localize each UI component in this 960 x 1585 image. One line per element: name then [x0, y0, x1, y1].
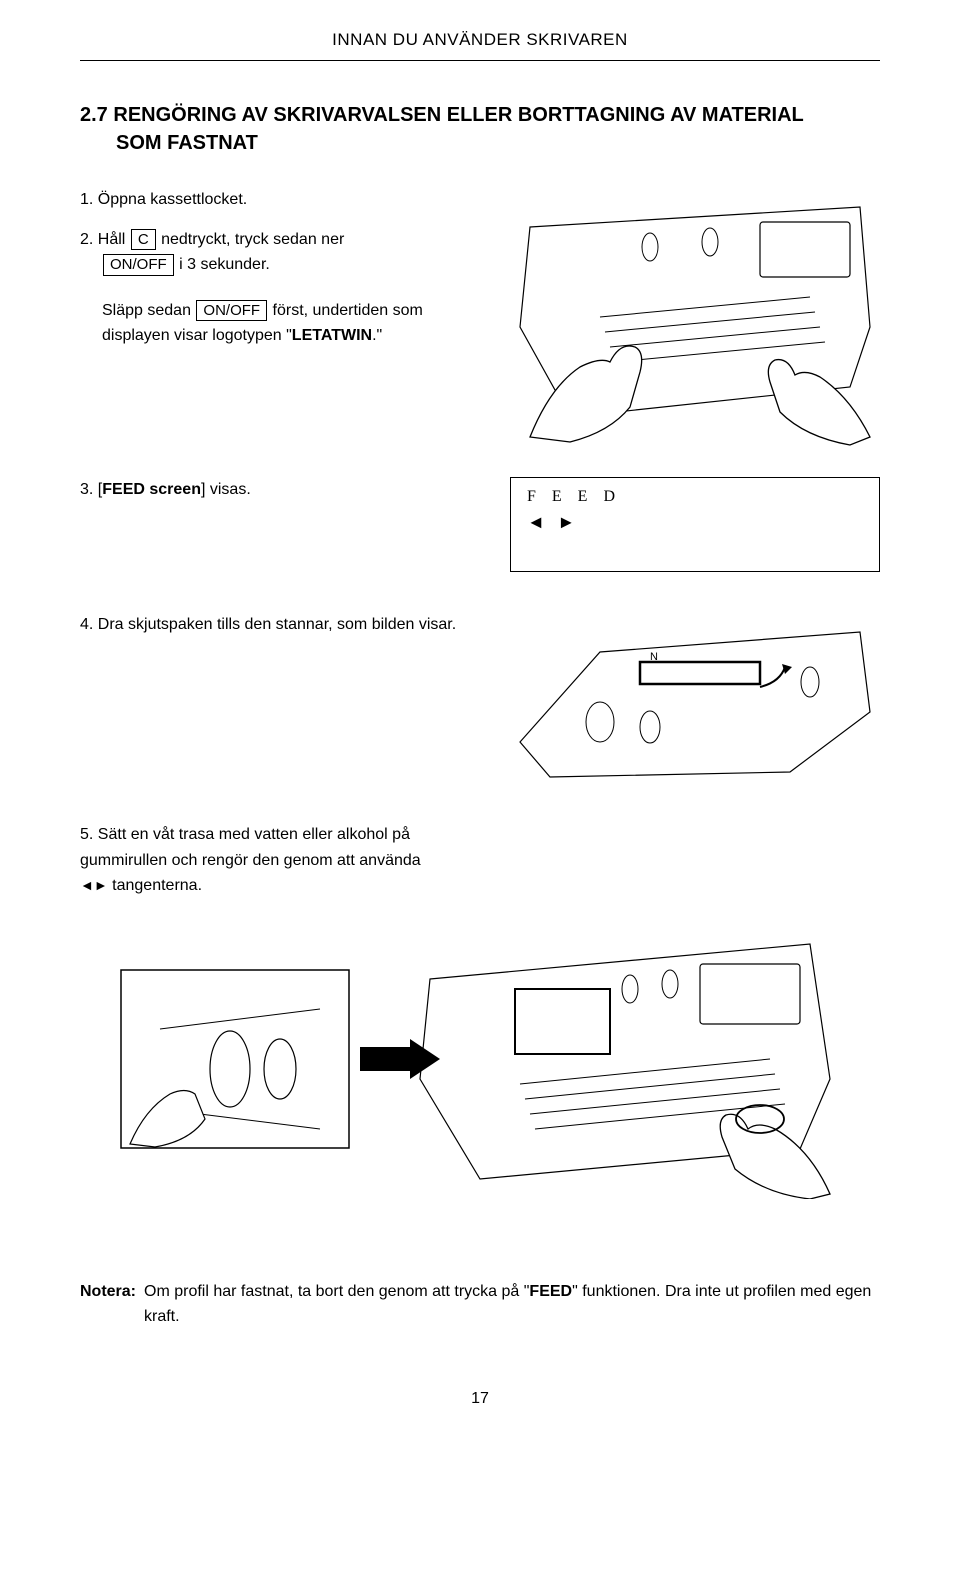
step-5-post: tangenterna. [108, 877, 202, 894]
illustration-full-device [410, 919, 840, 1199]
full-device-icon [410, 919, 840, 1199]
step-1-2-row: 1. Öppna kassettlocket. 2. Håll C nedtry… [80, 187, 880, 447]
arrow-right-icon [360, 1039, 440, 1079]
step-2-para2: Släpp sedan ON/OFF först, undertiden som… [80, 298, 480, 349]
step-2-p2-end: ." [372, 327, 382, 344]
note-block: Notera: Om profil har fastnat, ta bort d… [80, 1279, 880, 1330]
step-4: 4. Dra skjutspaken tills den stannar, so… [80, 612, 480, 638]
step-2-after: i 3 sekunder. [175, 256, 270, 273]
key-onoff-1: ON/OFF [103, 254, 174, 276]
step-3-post: ] visas. [201, 481, 251, 498]
note-bold: FEED [529, 1283, 572, 1300]
note-pre: Om profil har fastnat, ta bort den genom… [144, 1283, 529, 1300]
feed-screen-box: F E E D ◄ ► [510, 477, 880, 572]
step-3-num: 3. [80, 481, 93, 498]
step-4-text: 4. Dra skjutspaken tills den stannar, so… [80, 612, 480, 638]
page-number: 17 [80, 1390, 880, 1408]
step-5-block: 5. Sätt en våt trasa med vatten eller al… [80, 822, 880, 1199]
step-5: 5. Sätt en våt trasa med vatten eller al… [80, 822, 450, 899]
step-5-num: 5. [80, 826, 93, 843]
header-divider [80, 60, 880, 61]
step-2-p2-pre: Släpp sedan [102, 302, 195, 319]
roller-detail-icon [120, 969, 350, 1149]
step-1-text: Öppna kassettlocket. [98, 191, 247, 208]
step-3-row: 3. [FEED screen] visas. F E E D ◄ ► [80, 477, 880, 572]
illustration-lever: N [510, 612, 880, 782]
step-4-num: 4. [80, 616, 93, 633]
step-1-2-text: 1. Öppna kassettlocket. 2. Håll C nedtry… [80, 187, 480, 349]
step-2-num: 2. [80, 231, 93, 248]
key-c: C [131, 229, 156, 251]
illustration-keyboard-hands [510, 187, 880, 447]
step-2-pre: Håll [98, 231, 130, 248]
key-onoff-2: ON/OFF [196, 300, 267, 322]
step-2-bold: LETATWIN [292, 327, 372, 344]
step-3-text: 3. [FEED screen] visas. [80, 477, 480, 503]
note-body: Om profil har fastnat, ta bort den genom… [80, 1279, 880, 1330]
arrows-inline: ◄► [80, 877, 108, 893]
note-label: Notera: [80, 1283, 136, 1300]
step-1-num: 1. [80, 191, 93, 208]
step-2-mid: nedtryckt, tryck sedan ner [157, 231, 345, 248]
page-header: INNAN DU ANVÄNDER SKRIVAREN [80, 30, 880, 50]
svg-text:N: N [650, 651, 658, 663]
keyboard-hands-icon [510, 187, 880, 447]
section-number: 2.7 [80, 104, 108, 126]
step-3-bold: FEED screen [102, 481, 201, 498]
section-title-line1: RENGÖRING AV SKRIVARVALSEN ELLER BORTTAG… [113, 104, 803, 126]
section-title: 2.7 RENGÖRING AV SKRIVARVALSEN ELLER BOR… [80, 101, 880, 157]
step-2: 2. Håll C nedtryckt, tryck sedan ner ON/… [80, 227, 480, 278]
step-5-pre: Sätt en våt trasa med vatten eller alkoh… [80, 826, 421, 869]
lever-icon: N [510, 612, 880, 782]
feed-screen-label: F E E D [527, 488, 863, 506]
step-5-illustrations [80, 919, 880, 1199]
step-3: 3. [FEED screen] visas. [80, 477, 480, 503]
section-title-line2: SOM FASTNAT [80, 129, 880, 157]
step-4-row: 4. Dra skjutspaken tills den stannar, so… [80, 612, 880, 782]
illustration-roller-detail [120, 969, 350, 1149]
step-1: 1. Öppna kassettlocket. [80, 187, 480, 213]
step-4-body: Dra skjutspaken tills den stannar, som b… [98, 616, 456, 633]
step-5-text: 5. Sätt en våt trasa med vatten eller al… [80, 822, 450, 899]
feed-screen-arrows: ◄ ► [527, 512, 863, 533]
